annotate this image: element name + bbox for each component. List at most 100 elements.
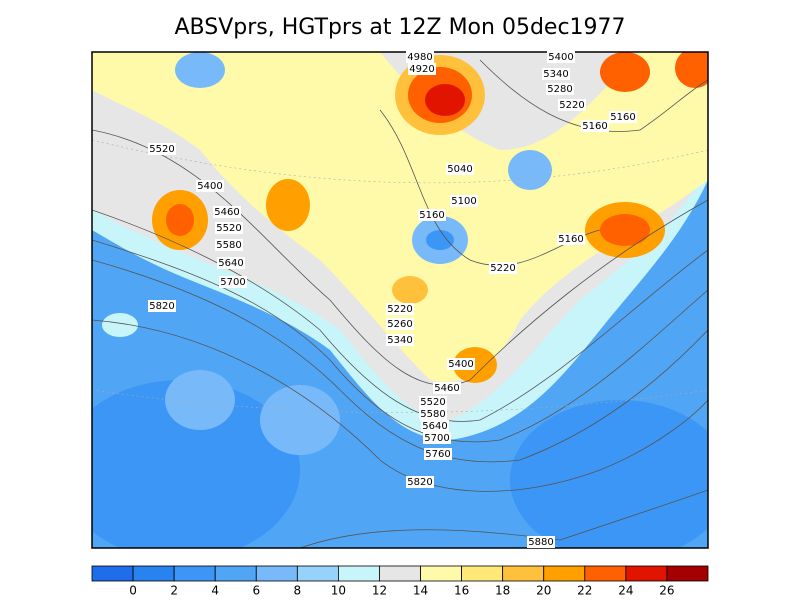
contour-label: 5040 [447, 164, 472, 175]
contour-label: 5100 [451, 196, 476, 207]
colorbar-box [584, 565, 627, 582]
contour-label: 5160 [558, 234, 583, 245]
contour-label: 5640 [218, 258, 243, 269]
label-box [446, 163, 474, 175]
contour-label: 5820 [149, 301, 174, 312]
colorbar-label: 22 [577, 584, 592, 598]
label-box [213, 206, 241, 218]
colorbar-box [502, 565, 545, 582]
colorbar-box [666, 565, 709, 582]
colorbar-box [173, 565, 216, 582]
label-box [557, 233, 585, 245]
label-box [148, 300, 176, 312]
label-box [419, 396, 447, 408]
label-box [433, 382, 461, 394]
contour-label: 5160 [582, 121, 607, 132]
label-box [542, 68, 570, 80]
contour-label: 5820 [407, 477, 432, 488]
colorbar-label: 8 [294, 584, 302, 598]
label-box [581, 120, 609, 132]
contour-label: 5700 [424, 433, 449, 444]
colorbar-box [255, 565, 298, 582]
contour-label: 5260 [387, 319, 412, 330]
colorbar: 0 2 4 6 8 10 12 14 16 18 20 22 24 26 [91, 565, 709, 598]
contour-label: 5280 [547, 84, 572, 95]
label-box [489, 262, 517, 274]
contour-label: 5460 [434, 383, 459, 394]
contour-label: 5220 [387, 304, 412, 315]
colorbar-label: 14 [413, 584, 428, 598]
colorbar-label: 10 [331, 584, 346, 598]
colorbar-box [420, 565, 462, 582]
label-box [609, 111, 637, 123]
contour-label: 5160 [419, 210, 444, 221]
colorbar-box [543, 565, 586, 582]
contour-label: 5220 [559, 100, 584, 111]
label-box [386, 303, 414, 315]
colorbar-box [214, 565, 257, 582]
label-box [196, 180, 224, 192]
label-box [406, 476, 434, 488]
colorbar-label: 0 [129, 584, 137, 598]
contour-label: 5760 [425, 449, 450, 460]
contour-label: 5460 [214, 207, 239, 218]
label-box [386, 334, 414, 346]
contour-label: 5520 [420, 397, 445, 408]
label-box [527, 536, 555, 548]
colorbar-label: 4 [211, 584, 219, 598]
contour-label: 5700 [220, 277, 245, 288]
colorbar-label: 2 [170, 584, 178, 598]
contour-label: 5880 [528, 537, 553, 548]
colorbar-box [132, 565, 175, 582]
label-box [215, 222, 243, 234]
contour-label: 5220 [490, 263, 515, 274]
contour-label: 5580 [420, 409, 445, 420]
label-box [386, 318, 414, 330]
label-box [547, 51, 575, 63]
label-box [558, 99, 586, 111]
map-frame [91, 51, 709, 549]
colorbar-label: 18 [495, 584, 510, 598]
label-box [408, 63, 436, 75]
colorbar-label: 12 [372, 584, 387, 598]
contour-label: 5160 [610, 112, 635, 123]
contour-label: 5340 [543, 69, 568, 80]
colorbar-box [337, 565, 380, 582]
colorbar-label: 16 [454, 584, 469, 598]
colorbar-label: 26 [659, 584, 674, 598]
colorbar-label: 6 [252, 584, 260, 598]
contour-label: 5520 [216, 223, 241, 234]
colorbar-box [296, 565, 339, 582]
contour-label: 5520 [149, 144, 174, 155]
colorbar-box [379, 565, 421, 582]
label-box [418, 209, 446, 221]
label-box [217, 257, 245, 269]
colorbar-label: 24 [618, 584, 633, 598]
title: ABSVprs, HGTprs at 12Z Mon 05dec1977 [174, 15, 625, 40]
label-box [450, 195, 478, 207]
label-box [148, 143, 176, 155]
colorbar-box [91, 565, 134, 582]
label-box [421, 420, 449, 432]
contour-label: 5400 [197, 181, 222, 192]
contour-label: 5340 [387, 335, 412, 346]
contour-label: 5640 [422, 421, 447, 432]
label-box [546, 83, 574, 95]
label-box [419, 408, 447, 420]
label-box [219, 276, 247, 288]
colorbar-box [625, 565, 668, 582]
contour-label: 4920 [409, 64, 434, 75]
contour-label: 5400 [448, 359, 473, 370]
colorbar-box [461, 565, 504, 582]
label-box [423, 432, 451, 444]
label-box [447, 358, 475, 370]
contour-label: 4980 [407, 52, 432, 63]
label-box [424, 448, 452, 460]
map [92, 52, 708, 548]
contour-label: 5400 [548, 52, 573, 63]
colorbar-label: 20 [536, 584, 551, 598]
contour-label: 5580 [216, 240, 241, 251]
label-box [406, 51, 434, 63]
label-box [215, 239, 243, 251]
